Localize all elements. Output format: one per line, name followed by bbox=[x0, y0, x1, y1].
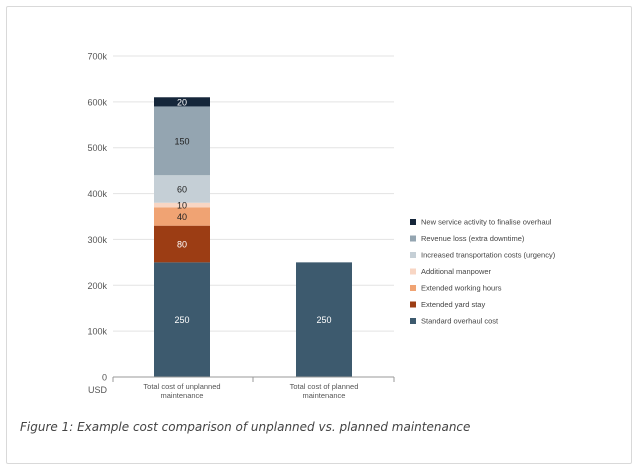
y-tick-label: 0 bbox=[102, 373, 107, 383]
data-label: 60 bbox=[177, 184, 187, 194]
bar-segment bbox=[154, 225, 210, 263]
bar-segment bbox=[154, 106, 210, 176]
legend-swatch bbox=[410, 268, 416, 275]
y-tick-label: 100k bbox=[87, 327, 107, 337]
legend-swatch bbox=[410, 235, 416, 242]
figure-frame bbox=[6, 6, 632, 464]
bar-segment bbox=[154, 175, 210, 203]
category-label: Total cost of planned bbox=[290, 382, 359, 391]
legend-label: Standard overhaul cost bbox=[421, 317, 499, 326]
bar-segment bbox=[154, 207, 210, 226]
legend-swatch bbox=[410, 318, 416, 324]
data-label: 80 bbox=[177, 240, 187, 250]
y-tick-label: 600k bbox=[87, 97, 107, 107]
legend-label: Extended working hours bbox=[421, 284, 502, 293]
data-label: 250 bbox=[316, 315, 331, 325]
data-label: 10 bbox=[177, 201, 187, 211]
y-tick-label: 300k bbox=[87, 235, 107, 245]
legend-swatch bbox=[410, 219, 416, 225]
y-tick-label: 500k bbox=[87, 143, 107, 153]
bar-segment bbox=[154, 97, 210, 107]
figure-caption: Figure 1: Example cost comparison of unp… bbox=[20, 420, 471, 434]
data-label: 250 bbox=[174, 315, 189, 325]
legend-swatch bbox=[410, 301, 416, 308]
legend-label: Additional manpower bbox=[421, 267, 492, 276]
category-label: maintenance bbox=[161, 391, 204, 400]
y-tick-label: 400k bbox=[87, 189, 107, 199]
legend-label: Extended yard stay bbox=[421, 300, 485, 309]
y-tick-label: 700k bbox=[87, 52, 107, 62]
bar-segment bbox=[154, 202, 210, 208]
legend-swatch bbox=[410, 252, 416, 258]
data-label: 40 bbox=[177, 212, 187, 222]
y-tick-label: 200k bbox=[87, 281, 107, 291]
unit-label: USD bbox=[88, 385, 108, 395]
legend-label: Revenue loss (extra downtime) bbox=[421, 234, 525, 243]
category-label: Total cost of unplanned bbox=[143, 382, 220, 391]
legend-label: New service activity to finalise overhau… bbox=[421, 218, 552, 227]
bar-segment bbox=[154, 262, 210, 377]
bar-segment bbox=[296, 262, 352, 377]
legend-swatch bbox=[410, 285, 416, 291]
category-label: maintenance bbox=[303, 391, 346, 400]
data-label: 20 bbox=[177, 97, 187, 107]
legend-label: Increased transportation costs (urgency) bbox=[421, 251, 556, 260]
data-label: 150 bbox=[174, 136, 189, 146]
